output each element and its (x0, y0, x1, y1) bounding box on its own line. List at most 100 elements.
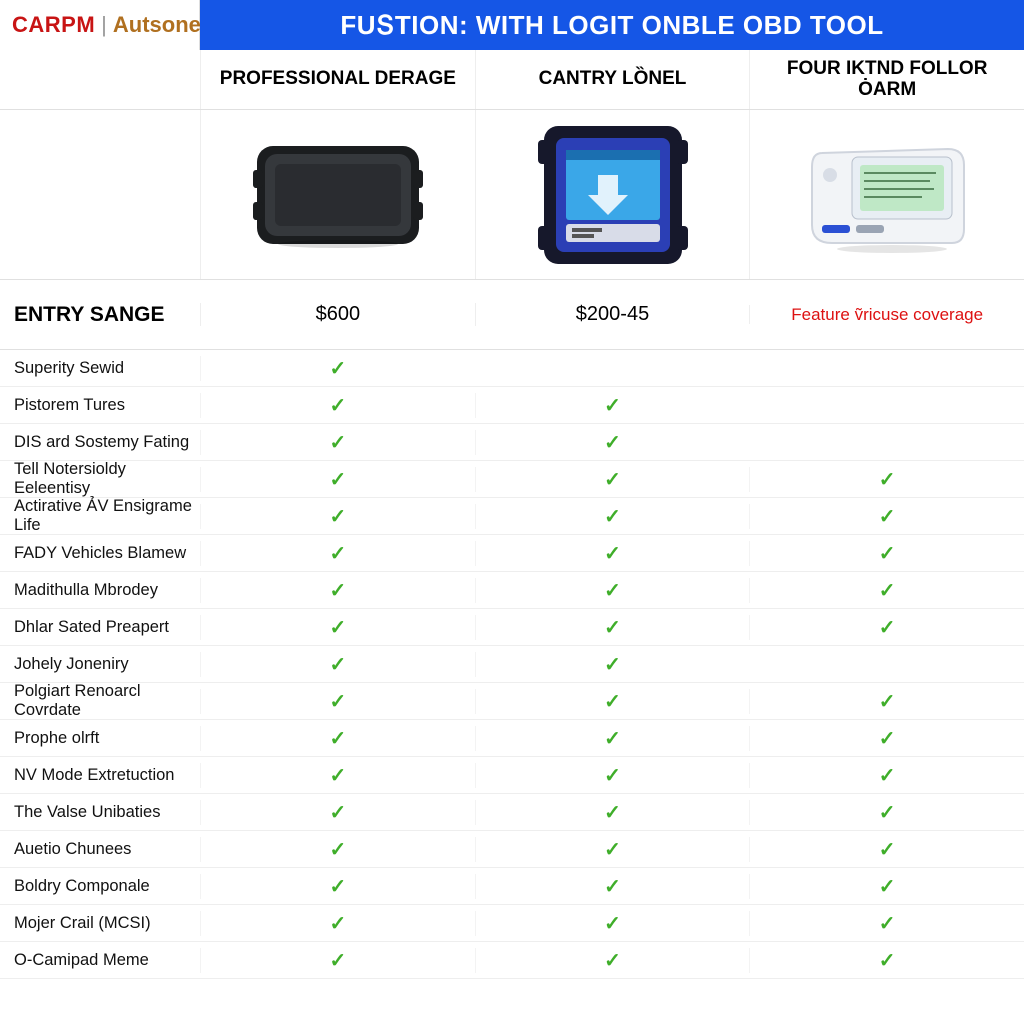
feature-cell: ✓ (749, 874, 1024, 899)
product-image-1 (475, 110, 750, 279)
feature-cell: ✓ (475, 689, 750, 714)
feature-label: NV Mode Extretuction (0, 766, 200, 785)
check-icon: ✓ (879, 543, 896, 565)
feature-label: Superity Sewid (0, 359, 200, 378)
check-icon: ✓ (879, 913, 896, 935)
feature-cell: ✓ (200, 763, 475, 788)
check-icon: ✓ (604, 950, 621, 972)
check-icon: ✓ (329, 950, 346, 972)
feature-cell: ✓ (749, 467, 1024, 492)
price-1: $200-45 (475, 303, 750, 326)
feature-cell: ✓ (749, 726, 1024, 751)
check-icon: ✓ (879, 580, 896, 602)
check-icon: ✓ (879, 839, 896, 861)
price-0: $600 (200, 303, 475, 326)
feature-cell: ✓ (200, 689, 475, 714)
feature-label: O-Camipad Meme (0, 951, 200, 970)
feature-row: Johely Joneniry✓✓ (0, 646, 1024, 683)
feature-cell: ✓ (200, 837, 475, 862)
check-icon: ✓ (329, 469, 346, 491)
feature-row: NV Mode Extretuction✓✓✓ (0, 757, 1024, 794)
feature-row: Polgiart Renoarcl Covrdate✓✓✓ (0, 683, 1024, 720)
check-icon: ✓ (879, 950, 896, 972)
feature-row: Prophe olrft✓✓✓ (0, 720, 1024, 757)
feature-cell: ✓ (475, 578, 750, 603)
col-header-2: FOUR IKTND FOLLOR ȮARM (749, 50, 1024, 109)
feature-cell: ✓ (749, 911, 1024, 936)
feature-row: Actirative ẢV Ensigrame Life✓✓✓ (0, 498, 1024, 535)
price-row: ENTRY SANGE $600 $200-45 Feature ṽricuse… (0, 280, 1024, 350)
check-icon: ✓ (329, 543, 346, 565)
feature-row: Madithulla Mbrodey✓✓✓ (0, 572, 1024, 609)
feature-cell: ✓ (475, 800, 750, 825)
feature-cell: ✓ (749, 541, 1024, 566)
feature-row: Mojer Crail (MCSI)✓✓✓ (0, 905, 1024, 942)
feature-cell: ✓ (475, 837, 750, 862)
feature-cell: ✓ (200, 356, 475, 381)
feature-cell: ✓ (200, 948, 475, 973)
feature-cell: ✓ (200, 541, 475, 566)
feature-cell: ✓ (749, 763, 1024, 788)
feature-cell: ✓ (749, 578, 1024, 603)
check-icon: ✓ (329, 802, 346, 824)
feature-cell: ✓ (200, 615, 475, 640)
feature-cell: ✓ (475, 615, 750, 640)
feature-cell: ✓ (475, 467, 750, 492)
feature-cell: ✓ (475, 763, 750, 788)
feature-row: Pistorem Tures ✓ ✓ (0, 387, 1024, 424)
check-icon: ✓ (604, 543, 621, 565)
feature-row: Superity Sewid✓ (0, 350, 1024, 387)
check-icon: ✓ (329, 913, 346, 935)
product-image-0 (200, 110, 475, 279)
feature-cell: ✓ (475, 541, 750, 566)
feature-cell: ✓ (200, 874, 475, 899)
column-headers-row: PROFESSIONAL DERAGE CANTRY LȌNEL FOUR IK… (0, 50, 1024, 110)
check-icon: ✓ (604, 617, 621, 639)
feature-cell: ✓ (200, 911, 475, 936)
feature-cell: ✓ (749, 837, 1024, 862)
feature-cell: ✓ (200, 800, 475, 825)
feature-cell: ✓ (475, 652, 750, 677)
feature-label: FADY Vehicles Blamew (0, 544, 200, 563)
check-icon: ✓ (604, 395, 621, 417)
feature-cell: ✓ (475, 393, 750, 418)
feature-label: Madithulla Mbrodey (0, 581, 200, 600)
brand-part2: Autsone (113, 12, 201, 38)
check-icon: ✓ (879, 728, 896, 750)
feature-cell: ✓ (200, 504, 475, 529)
feature-cell: ✓ (475, 430, 750, 455)
feature-cell: ✓ (475, 726, 750, 751)
feature-label: DIS ard Sostemy Fating (0, 433, 200, 452)
check-icon: ✓ (329, 395, 346, 417)
feature-cell: ✓ (200, 652, 475, 677)
check-icon: ✓ (604, 580, 621, 602)
feature-cell: ✓ (200, 726, 475, 751)
feature-cell: ✓ (475, 504, 750, 529)
check-icon: ✓ (879, 765, 896, 787)
check-icon: ✓ (604, 802, 621, 824)
feature-cell: ✓ (200, 393, 475, 418)
feature-row: O-Camipad Meme ✓ ✓ ✓ (0, 942, 1024, 979)
feature-label: Auetio Chunees (0, 840, 200, 859)
check-icon: ✓ (604, 432, 621, 454)
check-icon: ✓ (329, 506, 346, 528)
feature-row: The Valse Unibaties✓✓✓ (0, 794, 1024, 831)
brand-part1: CARPM (12, 12, 95, 38)
feature-label: Prophe olrft (0, 729, 200, 748)
check-icon: ✓ (879, 506, 896, 528)
feature-cell: ✓ (475, 874, 750, 899)
check-icon: ✓ (329, 839, 346, 861)
check-icon: ✓ (604, 913, 621, 935)
feature-cell: ✓ (475, 948, 750, 973)
brand-divider: | (101, 12, 107, 38)
check-icon: ✓ (329, 654, 346, 676)
feature-label: Boldry Componale (0, 877, 200, 896)
check-icon: ✓ (879, 691, 896, 713)
price-row-header: ENTRY SANGE (0, 303, 200, 327)
page-banner: FUՏTION: WITH LOGIT ONBLE OBD TOOL (200, 0, 1024, 50)
check-icon: ✓ (329, 876, 346, 898)
feature-label: Pistorem Tures (0, 396, 200, 415)
check-icon: ✓ (329, 432, 346, 454)
check-icon: ✓ (329, 617, 346, 639)
check-icon: ✓ (329, 691, 346, 713)
